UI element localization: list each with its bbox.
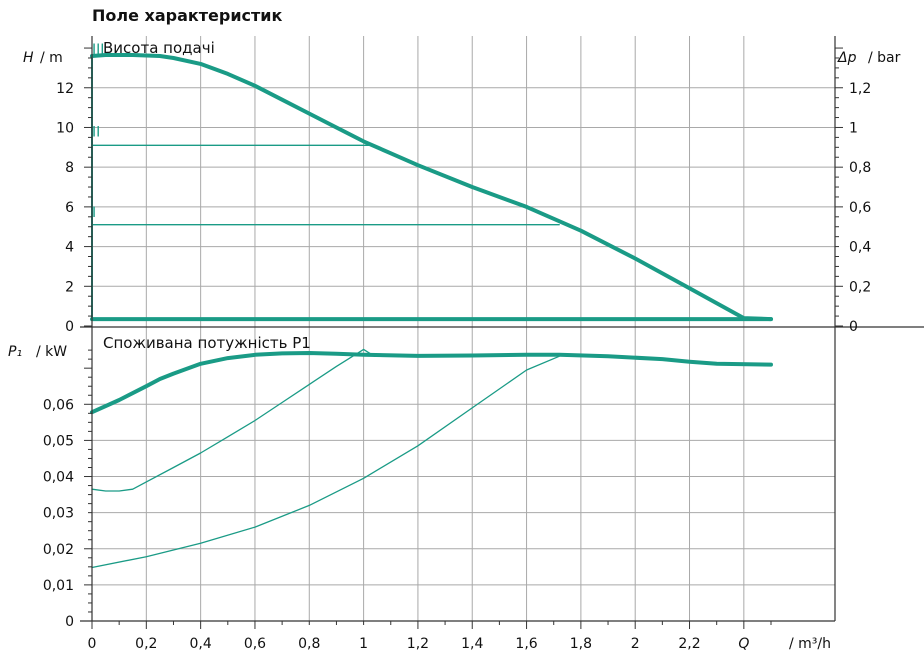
y-tick-label-head: 12 — [56, 81, 74, 97]
power-panel-label: Споживана потужність P1 — [103, 334, 311, 352]
x-tick-label: 0 — [88, 636, 97, 652]
y2-tick-label-head: 0 — [849, 319, 858, 335]
y-tick-label-head: 0 — [65, 319, 74, 335]
y2-axis-unit: / bar — [868, 50, 901, 66]
y-axis-var-head: H — [23, 50, 34, 66]
y2-tick-label-head: 0,4 — [849, 240, 871, 256]
x-tick-label: 2 — [631, 636, 640, 652]
y-tick-label-head: 6 — [65, 200, 74, 216]
y-tick-label-power: 0,01 — [43, 578, 74, 594]
y-tick-label-power: 0,04 — [43, 470, 74, 486]
head-curve-iii — [90, 53, 773, 322]
y-tick-label-head: 4 — [65, 240, 74, 256]
power-curve-p1-i — [91, 355, 560, 569]
x-tick-label: 0,8 — [298, 636, 320, 652]
y-tick-label-head: 10 — [56, 120, 74, 136]
y2-tick-label-head: 1 — [849, 120, 858, 136]
text-layer: 0 0,2 0,4 0,6 0,8 1 1,2 1,4 1,6 1,8 2 2,2 Q / m³/h 0 2 4… — [8, 39, 901, 652]
x-tick-label: 1,4 — [461, 636, 483, 652]
curve-label-iii: III — [92, 42, 104, 58]
y2-tick-label-head: 0,6 — [849, 200, 871, 216]
curve-label-i: I — [92, 205, 96, 221]
y-tick-label-head: 2 — [65, 279, 74, 295]
y-axis-unit-head: / m — [40, 50, 63, 66]
y-tick-label-head: 8 — [65, 160, 74, 176]
x-tick-label: Q — [738, 636, 749, 652]
y2-axis-var: Δp — [837, 50, 857, 66]
curve-layer — [90, 53, 773, 569]
y-tick-label-power: 0 — [65, 614, 74, 630]
y2-tick-label-head: 0,8 — [849, 160, 871, 176]
y-axis-unit-power: / kW — [36, 344, 67, 360]
y-tick-label-power: 0,03 — [43, 506, 74, 522]
y2-tick-label-head: 1,2 — [849, 81, 871, 97]
x-tick-label: 0,4 — [190, 636, 212, 652]
y-tick-label-power: 0,02 — [43, 542, 74, 558]
y-axis-var-power: P₁ — [8, 344, 22, 360]
axis-layer — [80, 36, 924, 629]
x-tick-label: 0,6 — [244, 636, 266, 652]
x-tick-label: 1,6 — [515, 636, 537, 652]
y2-tick-label-head: 0,2 — [849, 279, 871, 295]
x-tick-label: 1 — [359, 636, 368, 652]
grid-layer — [92, 36, 835, 621]
power-curve-p1-iii — [90, 351, 773, 415]
y-tick-label-power: 0,06 — [43, 397, 74, 413]
x-tick-label: 0,2 — [135, 636, 157, 652]
curve-label-ii: II — [92, 124, 100, 140]
x-tick-label: 1,2 — [407, 636, 429, 652]
x-tick-label: 1,8 — [570, 636, 592, 652]
y-tick-label-power: 0,05 — [43, 433, 74, 449]
head-panel-label: Висота подачі — [103, 39, 215, 57]
x-axis-unit: / m³/h — [789, 636, 831, 652]
chart-title: Поле характеристик — [92, 6, 283, 25]
x-tick-label: 2,2 — [678, 636, 700, 652]
power-curve-p1-ii — [91, 348, 376, 492]
